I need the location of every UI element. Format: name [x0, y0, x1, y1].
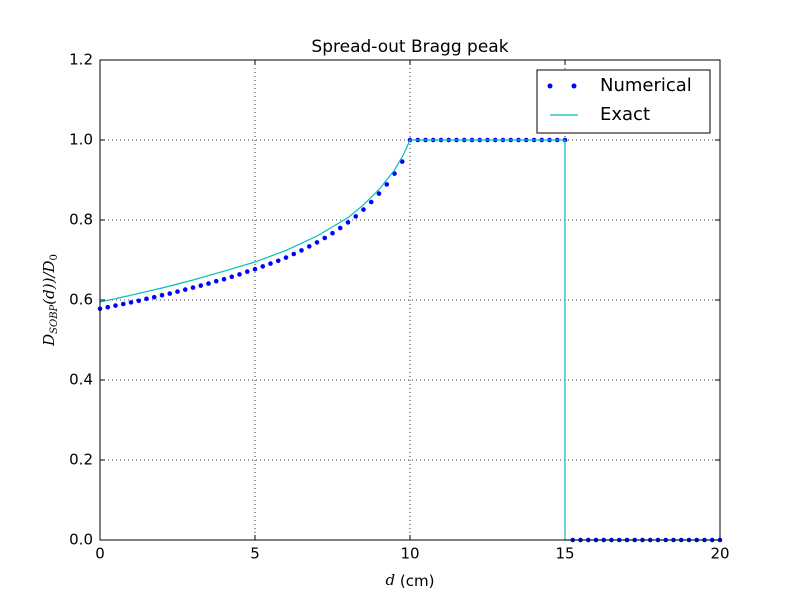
legend-marker: [571, 83, 577, 89]
data-point: [361, 207, 366, 212]
data-point: [252, 266, 258, 272]
data-point: [198, 283, 204, 288]
y-tick-label: 0.2: [69, 451, 93, 469]
y-tick-label: 0.6: [69, 291, 93, 309]
data-point: [268, 261, 273, 266]
data-point: [384, 182, 390, 187]
data-point: [275, 258, 281, 264]
y-label-mid: (d))/D: [40, 260, 58, 304]
data-point: [306, 244, 312, 249]
data-point: [237, 272, 242, 277]
data-point: [182, 287, 188, 292]
legend-marker: [547, 83, 553, 89]
data-point: [175, 289, 180, 294]
y-tick-label: 0.4: [69, 371, 93, 389]
data-point: [213, 278, 219, 284]
data-point: [322, 235, 328, 241]
x-axis-label: d (cm): [386, 571, 435, 590]
y-tick-label: 0.8: [69, 211, 93, 229]
data-point: [244, 269, 250, 274]
data-point: [314, 240, 320, 245]
data-point: [190, 285, 196, 290]
y-axis-label: DSOBP(d))/D0: [40, 254, 60, 347]
data-point: [113, 303, 118, 308]
data-point: [368, 199, 374, 205]
legend-label: Numerical: [600, 75, 692, 96]
x-tick-label: 15: [555, 545, 574, 563]
chart-title: Spread-out Bragg peak: [311, 37, 508, 57]
data-point: [392, 171, 397, 176]
data-point: [299, 248, 304, 253]
x-tick-label: 10: [400, 545, 419, 563]
data-point: [330, 230, 335, 236]
data-point: [221, 276, 227, 282]
data-point: [283, 255, 289, 260]
data-point: [120, 301, 126, 307]
x-label-var: d: [386, 571, 396, 589]
x-tick-label: 5: [250, 545, 260, 563]
x-tick-label: 0: [95, 545, 105, 563]
data-point: [167, 291, 173, 296]
data-point: [105, 304, 111, 310]
y-tick-label: 0.0: [69, 531, 93, 549]
y-tick-label: 1.0: [69, 131, 93, 149]
data-point: [151, 294, 157, 300]
data-point: [376, 191, 382, 196]
plot-frame: [99, 59, 721, 541]
legend-box: [536, 69, 711, 134]
data-point: [260, 264, 266, 269]
data-point: [159, 292, 165, 298]
legend-label: Exact: [600, 104, 650, 125]
data-point: [128, 300, 134, 305]
y-label-sub: SOBP: [49, 304, 60, 333]
data-point: [399, 159, 405, 164]
data-point: [229, 274, 235, 280]
x-label-unit: (cm): [400, 572, 435, 590]
data-point: [345, 220, 351, 225]
x-tick-label: 20: [710, 545, 729, 563]
y-tick-label: 1.2: [69, 51, 93, 69]
y-label-sub2: 0: [49, 254, 60, 260]
data-point: [291, 251, 297, 257]
data-line: [99, 139, 720, 541]
data-point: [136, 298, 142, 304]
data-point: [206, 281, 211, 286]
data-point: [353, 214, 359, 219]
y-label-main: D: [40, 334, 58, 347]
data-point: [337, 225, 343, 231]
data-point: [144, 296, 149, 302]
